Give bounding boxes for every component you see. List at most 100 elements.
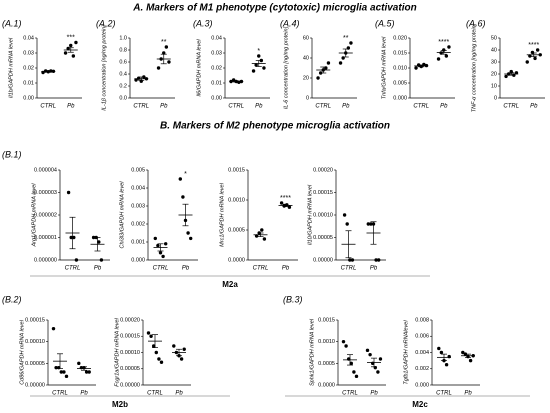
y-tick-label: 10	[491, 83, 497, 89]
y-tick-label: 20	[303, 75, 309, 81]
data-point	[504, 74, 508, 79]
y-tick-label: 0.020	[393, 35, 407, 41]
y-tick-label: 0.0010	[318, 339, 335, 345]
x-tick-label: CTRL	[503, 104, 519, 110]
y-tick-label: 0.00005	[313, 235, 333, 241]
y-tick-label: 0.04	[211, 35, 222, 41]
data-point	[146, 331, 151, 335]
significance: ***	[67, 34, 75, 41]
data-point	[436, 57, 441, 61]
x-tick-label: Pb	[464, 391, 472, 397]
data-point	[366, 222, 370, 226]
y-tick-label: 0.01	[23, 80, 34, 86]
x-tick-label: Pb	[530, 104, 538, 110]
x-tick-label: Pb	[282, 266, 290, 272]
y-tick-label: 0.0015	[318, 317, 335, 323]
y-tick-label: 0.03	[211, 50, 222, 56]
y-tick-label: 0.001	[131, 239, 145, 245]
y-tick-label: 0.0	[119, 95, 127, 101]
panel-label: (A.1)	[2, 18, 22, 28]
y-tick-label: 0.004	[131, 185, 145, 191]
data-point	[161, 254, 165, 259]
data-point	[439, 350, 444, 355]
y-tick-label: 0.00	[211, 95, 222, 101]
data-point	[342, 213, 347, 217]
data-point	[533, 56, 537, 61]
data-point	[63, 51, 68, 55]
data-point	[461, 350, 465, 355]
data-point	[354, 374, 359, 379]
data-point	[368, 352, 372, 357]
data-point	[326, 61, 331, 65]
data-point	[262, 237, 267, 241]
y-tick-label: 0.000	[415, 382, 429, 388]
y-tick-label: 40	[491, 47, 497, 53]
group-label: M2a	[222, 280, 238, 289]
data-point	[338, 61, 343, 65]
group-label: M2c	[412, 400, 428, 409]
x-tick-label: CTRL	[253, 266, 269, 272]
y-tick-label: 0.00020	[120, 317, 140, 323]
data-point	[374, 258, 378, 262]
data-point	[345, 222, 349, 226]
significance: *	[257, 48, 260, 55]
data-point	[97, 240, 101, 244]
data-point	[72, 235, 76, 240]
y-axis-label: IL-6 concentration [ng/mg protein]	[283, 26, 289, 109]
y-tick-label: 0.00005	[120, 366, 140, 372]
y-axis-label: Il10/GAPDH mRNA level	[307, 184, 313, 245]
data-point	[74, 258, 79, 262]
data-point	[444, 362, 449, 367]
data-point	[51, 326, 56, 331]
x-tick-label: CTRL	[147, 391, 163, 397]
data-point	[164, 242, 168, 246]
x-tick-label: Pb	[182, 266, 190, 272]
y-tick-label: 0.02	[211, 65, 222, 71]
data-point	[468, 358, 473, 363]
data-point	[181, 195, 185, 199]
y-tick-label: 0.002	[131, 221, 145, 227]
data-point	[251, 69, 256, 73]
data-point	[91, 235, 96, 240]
y-tick-label: 0.00015	[120, 334, 140, 340]
heading: B. Markers of M2 phenotype microglia act…	[160, 121, 390, 132]
y-tick-label: 0.000002	[34, 212, 57, 218]
panel-label: (A.2)	[96, 18, 116, 28]
data-point	[74, 40, 78, 45]
x-tick-label: Pb	[80, 391, 88, 397]
x-tick-label: CTRL	[133, 104, 149, 110]
y-axis-label: Sphk1/GAPDH mRNA level	[309, 318, 315, 386]
y-tick-label: 0.01	[211, 80, 222, 86]
y-tick-label: 0.00	[23, 95, 34, 101]
y-tick-label: 0.4	[119, 71, 127, 77]
y-tick-label: 0.00015	[25, 317, 45, 323]
data-point	[162, 51, 166, 55]
y-tick-label: 0	[306, 95, 309, 101]
x-tick-label: Pb	[370, 391, 378, 397]
data-point	[287, 205, 292, 209]
x-tick-label: Pb	[94, 266, 102, 272]
y-axis-label: Il1b/GAPDH mRNA level	[8, 37, 14, 98]
y-tick-label: 0.00015	[313, 190, 333, 196]
data-point	[344, 344, 348, 348]
y-axis-label: Mrc1/GAPDH mRNA level	[219, 182, 225, 246]
y-tick-label: 0.0010	[228, 197, 245, 203]
data-point	[378, 357, 383, 361]
data-point	[71, 54, 76, 58]
panel-label: (B.2)	[2, 294, 22, 304]
data-point	[64, 374, 69, 379]
x-tick-label: Pb	[67, 104, 75, 110]
x-tick-label: Pb	[175, 391, 183, 397]
y-tick-label: 0.000	[131, 257, 145, 263]
data-point	[77, 361, 81, 366]
data-point	[447, 45, 451, 49]
y-tick-label: 0.00010	[313, 212, 333, 218]
y-tick-label: 0.0005	[318, 361, 335, 367]
y-tick-label: 0.0000	[318, 382, 335, 388]
y-tick-label: 0.004	[415, 350, 429, 356]
x-tick-label: Pb	[255, 104, 263, 110]
data-point	[365, 348, 370, 353]
data-point	[84, 370, 89, 374]
y-tick-label: 1.0	[119, 35, 127, 41]
